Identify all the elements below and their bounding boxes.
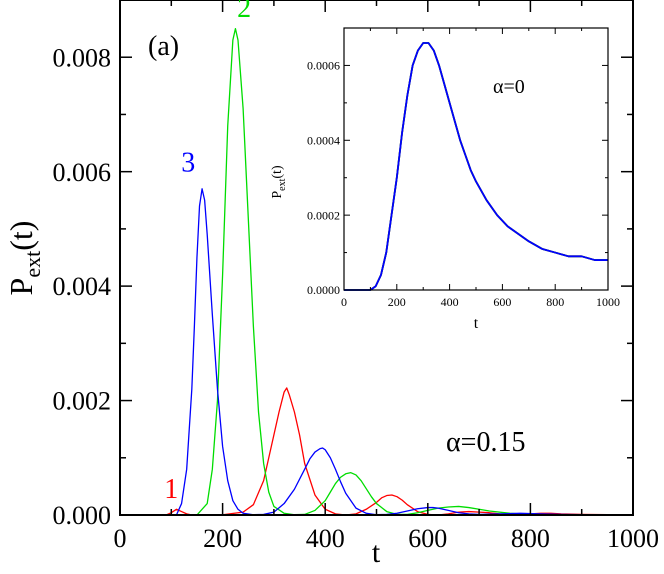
main-x-tick-label: 200 [203, 524, 242, 553]
inset-x-tick-label: 1000 [596, 295, 620, 309]
main-y-tick-label: 0.004 [53, 272, 112, 301]
inset-y-axis-label-main: P [270, 191, 285, 199]
inset-x-tick-label: 0 [341, 295, 347, 309]
inset-y-axis-label-suffix: (t) [270, 165, 285, 179]
main-x-tick-label: 400 [306, 524, 345, 553]
inset-plot-frame [343, 27, 609, 291]
y-axis-label: Pext(t) [3, 221, 45, 296]
main-x-tick-label: 1000 [607, 524, 659, 553]
inset-x-tick-label: 600 [493, 295, 511, 309]
inset-y-axis-label-subscript: ext [277, 178, 288, 190]
inset-y-axis-label: Pext(t) [270, 165, 288, 199]
inset-y-tick-label: 0.0006 [307, 59, 340, 73]
main-series-line-2 [120, 27, 633, 516]
main-plot-frame [119, 0, 634, 516]
inset-y-tick-label: 0.0000 [307, 283, 340, 297]
inset-x-tick-label: 200 [388, 295, 406, 309]
inset-alpha-annotation: α=0 [493, 76, 525, 98]
inset-series-group [344, 42, 608, 291]
series-label-2: 2 [237, 0, 251, 24]
inset-panel: 0 200 400 600 800 1000 0.0000 0.0002 0.0004 0.000… [270, 27, 620, 332]
alpha-annotation: α=0.15 [446, 427, 525, 458]
main-series-line-3 [120, 188, 634, 516]
main-x-tick-label: 0 [114, 524, 127, 553]
y-axis-label-suffix: (t) [3, 221, 39, 251]
main-ticks-group: 0 200 400 600 800 1000 0.000 0.002 0.004 0.006 0.0… [53, 0, 659, 553]
inset-series-line-3 [344, 42, 608, 291]
inset-y-tick-label: 0.0002 [307, 208, 340, 222]
inset-x-tick-label: 400 [441, 295, 459, 309]
main-y-tick-label: 0.002 [53, 387, 112, 416]
main-series-labels: 1 2 3 [164, 0, 251, 505]
y-axis-label-main: P [3, 278, 39, 296]
main-y-tick-label: 0.006 [53, 158, 112, 187]
series-label-1: 1 [164, 474, 178, 505]
inset-ticks-group: 0 200 400 600 800 1000 0.0000 0.0002 0.0004 0.000… [307, 28, 620, 309]
y-axis-label-subscript: ext [20, 251, 45, 278]
inset-x-axis-label: t [474, 315, 479, 332]
main-y-tick-label: 0.000 [53, 501, 112, 530]
x-axis-label: t [372, 536, 381, 569]
panel-label: (a) [148, 31, 179, 62]
main-x-tick-label: 600 [408, 524, 447, 553]
inset-background [344, 28, 608, 290]
series-label-3: 3 [181, 148, 195, 179]
main-y-tick-label: 0.008 [53, 43, 112, 72]
main-panel: 0 200 400 600 800 1000 0.000 0.002 0.004 0.006 0.0… [3, 0, 659, 569]
inset-y-tick-label: 0.0004 [307, 133, 340, 147]
main-x-tick-label: 800 [511, 524, 550, 553]
inset-x-tick-label: 800 [546, 295, 564, 309]
